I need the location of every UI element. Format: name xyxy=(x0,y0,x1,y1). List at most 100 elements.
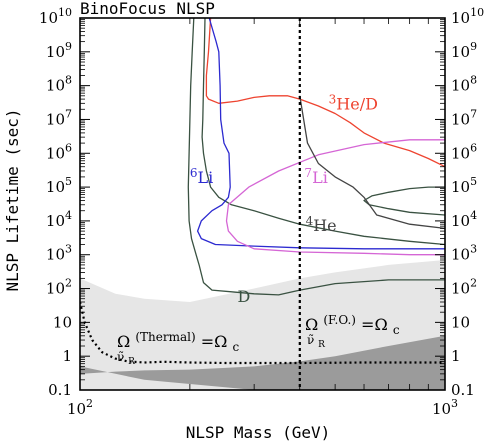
y-tick-label-left: 108 xyxy=(46,74,72,95)
omega-fo-rhs: =Ω xyxy=(361,315,388,334)
omega-fo-base: Ω xyxy=(305,315,318,334)
y-tick-label-right-exp: 2 xyxy=(470,277,477,290)
y-tick-label-right-exp: 7 xyxy=(470,107,477,120)
y-tick-label-left: 105 xyxy=(46,175,72,196)
x-tick-label-base: 10 xyxy=(432,400,451,418)
omega-fo-sup: (F.O.) xyxy=(323,313,356,327)
y-tick-label-right-exp: 4 xyxy=(470,209,477,222)
x-axis-title: NLSP Mass (GeV) xyxy=(186,423,331,442)
curve-D-island xyxy=(363,186,445,216)
y-tick-label-right: 10 xyxy=(451,313,470,331)
li6-label-text: Li xyxy=(198,168,214,187)
y-tick-label-right: 108 xyxy=(451,74,477,95)
y-tick-label-right-exp: 6 xyxy=(470,141,477,154)
y-tick-label-right-base: 10 xyxy=(451,212,470,230)
li7-label-text: Li xyxy=(312,168,328,187)
y-tick-label-left: 109 xyxy=(46,40,72,61)
y-tick-label-left-exp: 4 xyxy=(65,209,72,222)
he4-label-text: He xyxy=(313,216,336,235)
y-tick-label-left-base: 10 xyxy=(46,178,65,196)
y-tick-label-right: 1 xyxy=(451,347,461,365)
y-tick-label-left-base: 10 xyxy=(46,77,65,95)
plot-frame xyxy=(79,17,446,391)
omega-fo-sub-sym: ν̃ xyxy=(307,333,314,347)
omega-thermal-base: Ω xyxy=(117,332,130,351)
chart-title: BinoFocus NLSP xyxy=(80,0,215,18)
omega-fo-rhs-sub: c xyxy=(393,323,400,337)
y-axis-title: NLSP Lifetime (sec) xyxy=(3,108,22,291)
y-tick-label-left: 1010 xyxy=(39,6,72,27)
y-tick-label-left-base: 10 xyxy=(46,246,65,264)
y-tick-label-left-base: 10 xyxy=(46,43,65,61)
y-tick-label-right: 1010 xyxy=(451,6,484,27)
omega-thermal-rhs-sub: c xyxy=(233,340,240,354)
he3d-label-text: He/D xyxy=(336,94,378,113)
y-tick-label-right-exp: 10 xyxy=(470,6,484,19)
y-tick-label-right: 104 xyxy=(451,209,477,230)
y-tick-label-left-exp: 2 xyxy=(65,277,72,290)
y-tick-label-right-base: 10 xyxy=(451,246,470,264)
omega-thermal-label: Ω (Thermal) =Ω c xyxy=(117,326,240,354)
y-tick-label-left: 104 xyxy=(46,209,72,230)
y-tick-label-left-base: 10 xyxy=(46,110,65,128)
d-label: D xyxy=(237,287,250,306)
ticks-layer xyxy=(79,17,446,391)
x-tick-label: 102 xyxy=(67,397,93,418)
x-tick-label-base: 10 xyxy=(67,400,86,418)
y-tick-label-left: 0.1 xyxy=(48,381,72,399)
y-tick-label-right: 105 xyxy=(451,175,477,196)
y-tick-label-right: 0.1 xyxy=(451,381,475,399)
omega-thermal-sub: ν̃ R xyxy=(117,350,135,367)
y-tick-label-left-base: 10 xyxy=(46,144,65,162)
regions-layer xyxy=(80,260,445,390)
omega-thermal-rhs: =Ω xyxy=(201,332,228,351)
y-tick-label-right-exp: 3 xyxy=(470,243,477,256)
curve-Li6 xyxy=(196,18,445,250)
x-tick-label-exp: 2 xyxy=(86,397,93,410)
x-tick-label-exp: 3 xyxy=(451,397,458,410)
curve-He3D xyxy=(205,18,445,168)
li7-label: 7Li xyxy=(304,166,327,187)
y-tick-label-left-base: 10 xyxy=(39,9,58,27)
y-tick-label-right-exp: 9 xyxy=(470,40,477,53)
omega-fo-sub: ν̃ R xyxy=(307,333,325,350)
curves-layer xyxy=(80,18,445,390)
li6-label-mark: 6 xyxy=(190,166,198,180)
y-tick-label-left-exp: 8 xyxy=(65,74,72,87)
curve-Li7 xyxy=(225,139,445,256)
y-tick-label-right-exp: 5 xyxy=(470,175,477,188)
y-tick-label-left: 103 xyxy=(46,243,72,264)
y-tick-label-left-exp: 9 xyxy=(65,40,72,53)
omega-thermal-subsub: R xyxy=(128,357,135,367)
y-tick-label-right: 103 xyxy=(451,243,477,264)
y-tick-label-right-base: 10 xyxy=(451,280,470,298)
y-tick-label-left: 107 xyxy=(46,107,72,128)
y-tick-label-right: 109 xyxy=(451,40,477,61)
he4-label-mark: 4 xyxy=(306,214,314,228)
curve-D-inner xyxy=(201,18,445,246)
y-tick-label-right-base: 10 xyxy=(451,144,470,162)
y-tick-label-right-exp: 8 xyxy=(470,74,477,87)
y-tick-label-right-base: 10 xyxy=(451,178,470,196)
y-tick-label-left: 102 xyxy=(46,277,72,298)
region-dark-band xyxy=(80,335,445,390)
he3d-label: 3He/D xyxy=(329,92,378,113)
he4-label: 4He xyxy=(306,214,337,235)
y-tick-label-right-base: 10 xyxy=(451,43,470,61)
y-tick-label-left-exp: 3 xyxy=(65,243,72,256)
li7-label-mark: 7 xyxy=(304,166,312,180)
y-tick-label-right-base: 10 xyxy=(451,110,470,128)
y-tick-label-left-exp: 7 xyxy=(65,107,72,120)
omega-fo-label: Ω (F.O.) =Ω c xyxy=(305,309,400,337)
y-tick-label-left-exp: 10 xyxy=(58,6,72,19)
y-tick-label-left: 10 xyxy=(53,313,72,331)
y-tick-label-left-base: 10 xyxy=(46,280,65,298)
curve-He4 xyxy=(299,95,445,230)
y-tick-label-right: 102 xyxy=(451,277,477,298)
y-tick-label-right-base: 10 xyxy=(451,9,470,27)
x-tick-label: 103 xyxy=(432,397,458,418)
li6-label: 6Li xyxy=(190,166,213,187)
y-tick-label-left: 106 xyxy=(46,141,72,162)
